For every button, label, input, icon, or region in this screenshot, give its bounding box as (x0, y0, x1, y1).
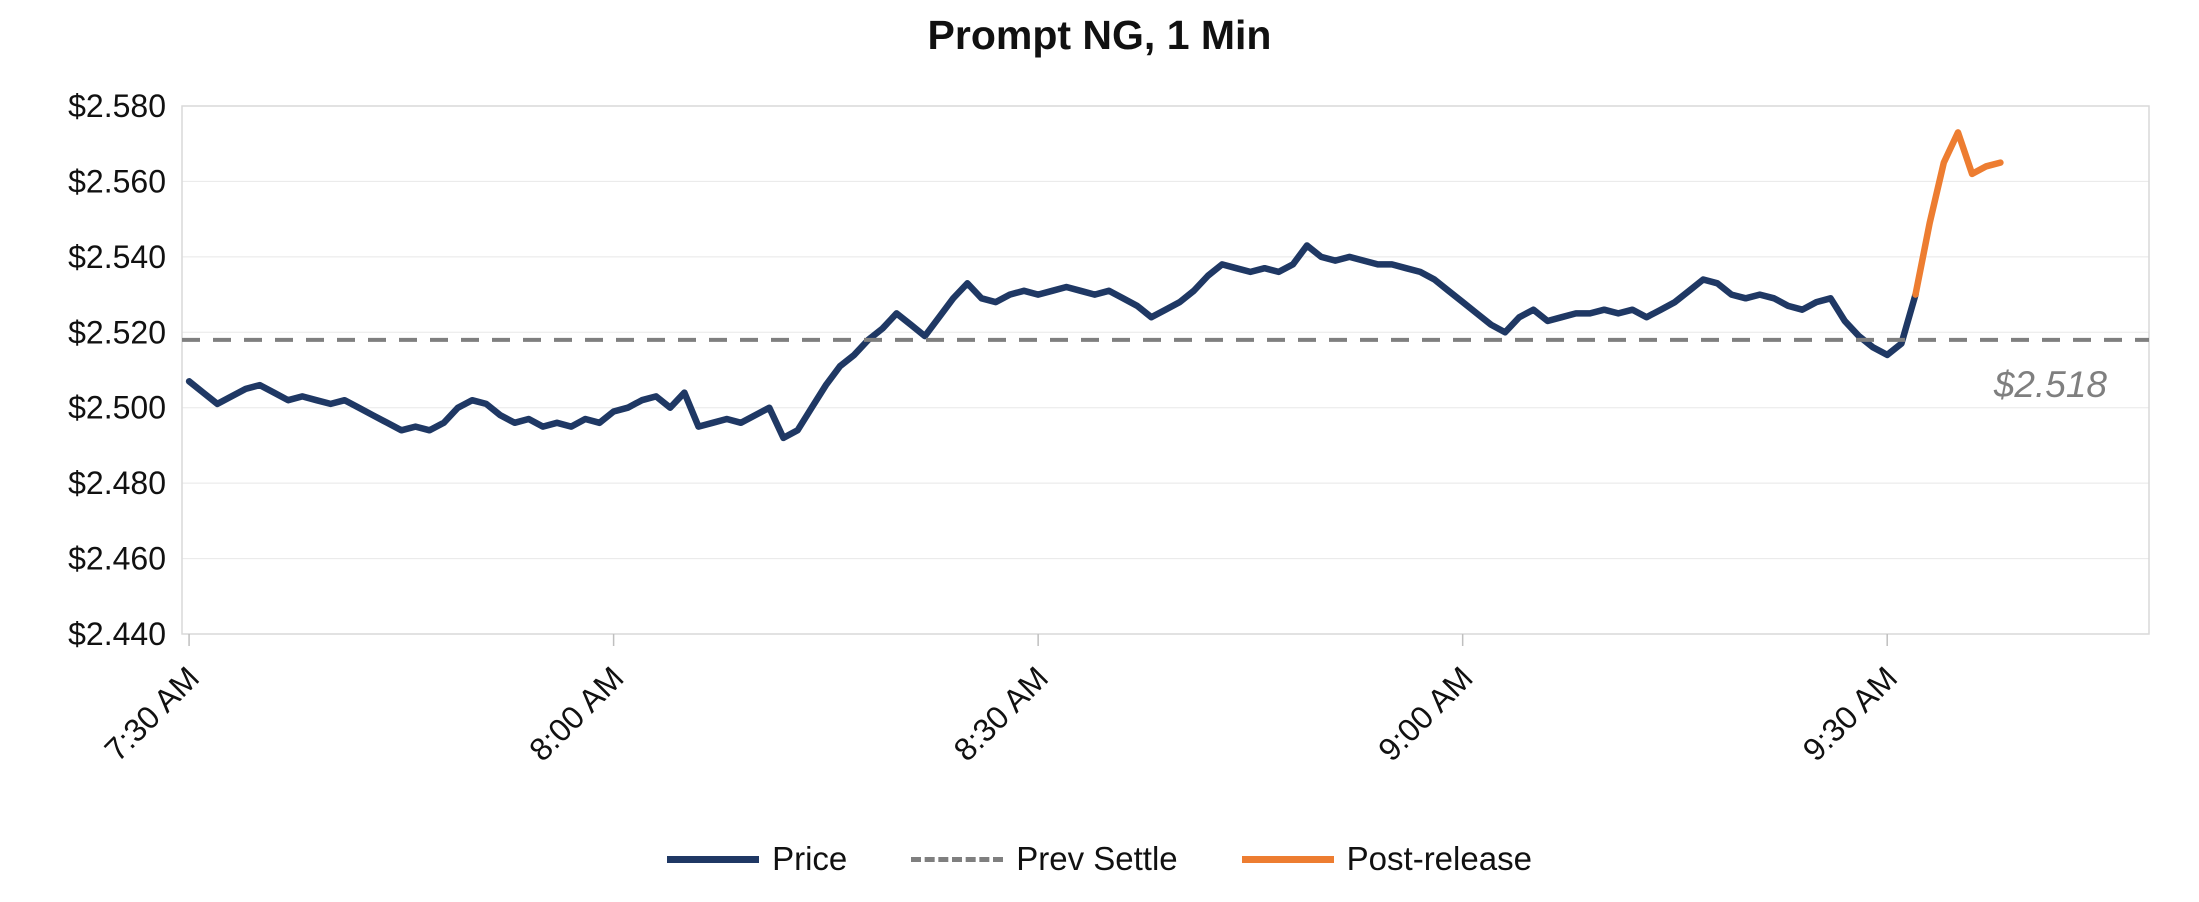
y-tick-label: $2.500 (68, 390, 166, 426)
y-tick-label: $2.580 (68, 88, 166, 124)
legend-item-post-release: Post-release (1241, 840, 1532, 878)
x-tick-label: 9:00 AM (1371, 659, 1479, 767)
x-tick-label: 9:30 AM (1796, 659, 1904, 767)
prev-settle-line-swatch (911, 856, 1004, 862)
x-tick-label: 8:30 AM (947, 659, 1055, 767)
x-tick-label: 8:00 AM (522, 659, 630, 767)
legend-label-price: Price (772, 840, 848, 877)
legend-item-prev-settle: Prev Settle (911, 840, 1178, 878)
price-line-swatch (667, 855, 760, 863)
post-release-line-swatch (1241, 855, 1334, 863)
legend-item-price: Price (667, 840, 847, 878)
x-tick-label: 7:30 AM (98, 659, 206, 767)
y-tick-label: $2.540 (68, 239, 166, 275)
plot-border (181, 105, 2150, 635)
legend-label-post-release: Post-release (1346, 840, 1532, 877)
y-tick-label: $2.560 (68, 163, 166, 199)
y-tick-label: $2.440 (68, 616, 166, 652)
legend-label-prev-settle: Prev Settle (1016, 840, 1178, 877)
post-release-line (1912, 129, 2004, 298)
chart-title: Prompt NG, 1 Min (927, 12, 1272, 58)
chart-legend: Price Prev Settle Post-release (0, 840, 2199, 878)
y-tick-label: $2.460 (68, 541, 166, 577)
y-tick-label: $2.480 (68, 465, 166, 501)
y-tick-label: $2.520 (68, 314, 166, 350)
price-line (185, 242, 1919, 442)
prev-settle-annotation: $2.518 (1993, 364, 2107, 405)
